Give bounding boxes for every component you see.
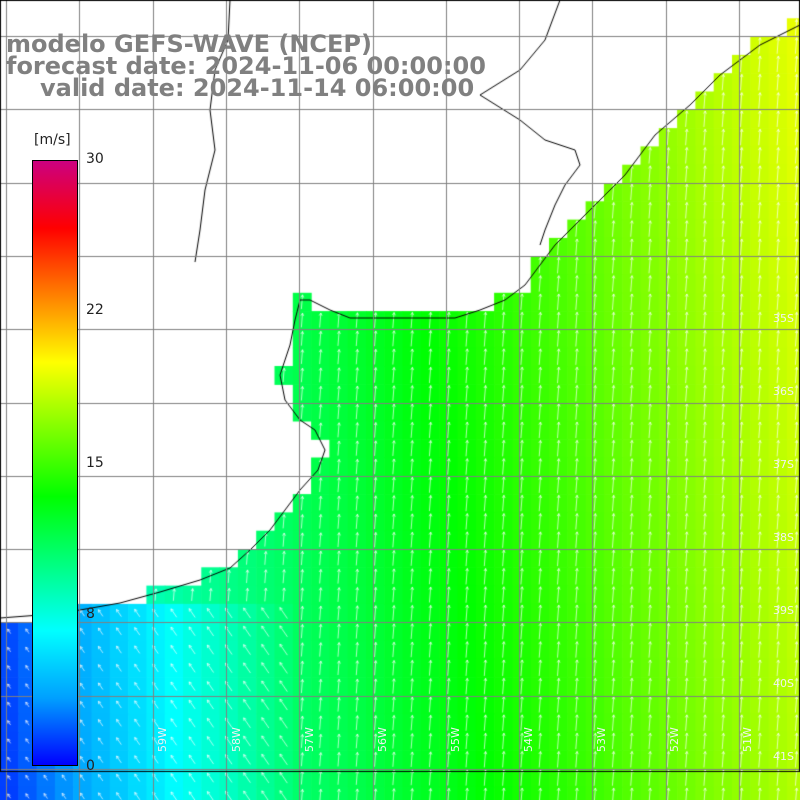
colorbar-tick-label: 8: [86, 606, 95, 622]
colorbar-tick-label: 30: [86, 151, 104, 167]
map-title-valid-date: valid date: 2024-11-14 06:00:00: [40, 74, 475, 102]
lon-label: 51W: [741, 727, 754, 752]
lon-label: 54W: [522, 727, 535, 752]
wind-speed-colorbar: [32, 160, 78, 766]
lat-label: 39S: [773, 604, 794, 617]
lat-label: 35S: [773, 312, 794, 325]
lon-label: 53W: [595, 727, 608, 752]
lon-label: 52W: [668, 727, 681, 752]
lat-label: 37S: [773, 458, 794, 471]
lon-label: 55W: [449, 727, 462, 752]
lat-label: 41S: [773, 750, 794, 763]
lat-label: 40S: [773, 677, 794, 690]
lon-label: 58W: [230, 727, 243, 752]
colorbar-tick-label: 15: [86, 455, 104, 471]
lat-label: 36S: [773, 385, 794, 398]
map-title-forecast-date: forecast date: 2024-11-06 00:00:00: [6, 52, 486, 80]
lat-label: 38S: [773, 531, 794, 544]
map-title-model: modelo GEFS-WAVE (NCEP): [6, 30, 372, 58]
colorbar-unit-label: [m/s]: [34, 132, 71, 148]
lon-label: 57W: [303, 727, 316, 752]
colorbar-tick-label: 0: [86, 758, 95, 774]
lon-label: 56W: [376, 727, 389, 752]
lon-label: 59W: [156, 727, 169, 752]
colorbar-tick-label: 22: [86, 302, 104, 318]
